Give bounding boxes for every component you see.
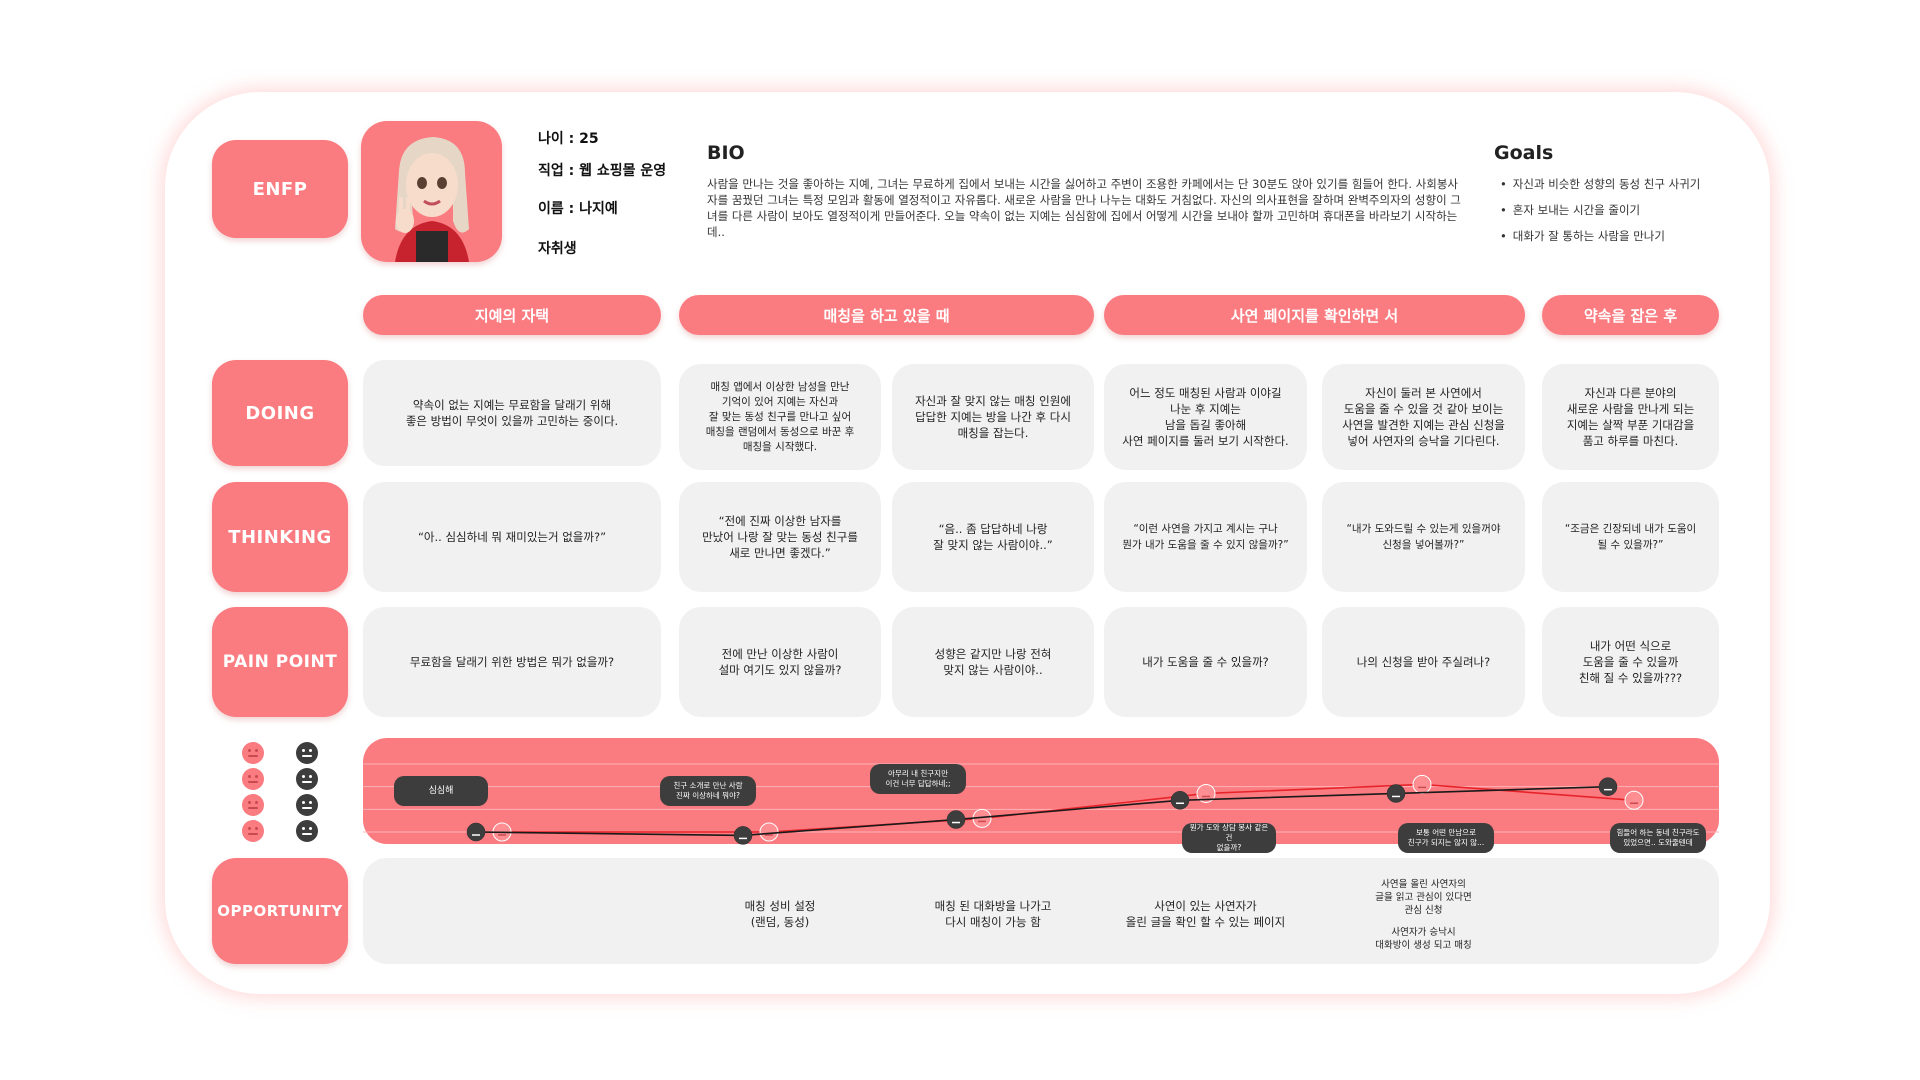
- emotion-point-face-icon: [467, 823, 485, 841]
- emotion-tag: 아무리 내 친구지만 이건 너무 답답하네;;: [870, 764, 966, 794]
- emotion-point-face-icon: [1599, 778, 1617, 796]
- emotion-tag: 보통 어떤 만남으로 친구가 되지는 않지 않...: [1398, 823, 1494, 853]
- emotion-point-face-icon: [1387, 784, 1405, 802]
- emotion-point-face-icon: [734, 826, 752, 844]
- opportunity-item: 사연이 있는 사연자가 올린 글을 확인 할 수 있는 페이지: [1104, 898, 1307, 930]
- emotion-point-face-icon: [947, 811, 965, 829]
- emotion-point-face-icon: [760, 823, 778, 841]
- emotion-point-face-icon: [1625, 791, 1643, 809]
- emotion-tag: 뭔가 도와 상담 봉사 같은건 없을까?: [1182, 823, 1276, 853]
- emotion-tag: 친구 소개로 만난 사람 진짜 이상하네 뭐야?: [660, 776, 756, 806]
- emotion-tag: 심심해: [394, 776, 488, 806]
- emotion-tag: 힘들어 하는 동네 친구라도 있었으면.. 도와줄텐데: [1610, 823, 1706, 853]
- opportunity-item: 사연자가 승낙시 대화방이 생성 되고 매칭: [1322, 926, 1525, 952]
- opportunity-item: 매칭 성비 설정 (랜덤, 동성): [679, 898, 881, 930]
- emotion-point-face-icon: [1413, 775, 1431, 793]
- emotion-point-face-icon: [1171, 791, 1189, 809]
- opportunity-item: 사연을 올린 사연자의 글을 읽고 관심이 있다면 관심 신청: [1322, 878, 1525, 917]
- opportunity-item: 매칭 된 대화방을 나가고 다시 매칭이 가능 함: [892, 898, 1094, 930]
